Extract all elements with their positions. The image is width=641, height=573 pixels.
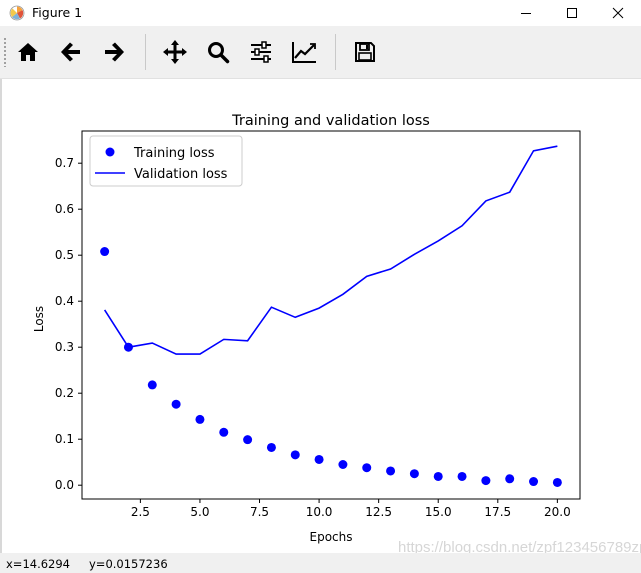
back-button[interactable] bbox=[55, 36, 87, 68]
minimize-button[interactable] bbox=[503, 0, 549, 26]
toolbar-separator bbox=[145, 34, 146, 70]
legend-label-validation: Validation loss bbox=[134, 167, 228, 182]
matplotlib-logo-icon bbox=[9, 5, 25, 21]
maximize-button[interactable] bbox=[549, 0, 595, 26]
training-loss-point bbox=[243, 435, 253, 445]
navigation-toolbar bbox=[0, 26, 641, 79]
minimize-icon bbox=[521, 13, 531, 14]
training-loss-point bbox=[409, 469, 419, 479]
maximize-icon bbox=[567, 8, 577, 18]
close-icon bbox=[612, 7, 624, 19]
y-tick-label: 0.4 bbox=[55, 294, 74, 308]
training-loss-point bbox=[314, 454, 324, 464]
canvas-edge bbox=[0, 79, 2, 553]
x-tick-label: 17.5 bbox=[484, 505, 511, 519]
legend-marker-training bbox=[105, 147, 115, 157]
zoom-icon bbox=[208, 42, 230, 64]
legend: Training loss Validation loss bbox=[89, 135, 243, 187]
title-bar: Figure 1 bbox=[0, 0, 641, 26]
x-tick-label: 7.5 bbox=[250, 505, 269, 519]
pan-icon bbox=[163, 40, 187, 64]
watermark-text: https://blog.csdn.net/zpf123456789zpf bbox=[398, 539, 641, 556]
x-axis-label: Epochs bbox=[310, 530, 353, 544]
y-tick-label: 0.6 bbox=[55, 202, 74, 216]
training-loss-point bbox=[457, 471, 467, 481]
y-tick-label: 0.7 bbox=[55, 156, 74, 170]
y-tick-label: 0.2 bbox=[55, 386, 74, 400]
configure-subplots-icon bbox=[251, 41, 271, 63]
x-tick-label: 2.5 bbox=[131, 505, 150, 519]
x-tick-label: 12.5 bbox=[365, 505, 392, 519]
plot-area bbox=[81, 130, 581, 500]
edit-axis-icon bbox=[292, 42, 316, 63]
training-loss-point bbox=[481, 476, 491, 486]
legend-label-training: Training loss bbox=[133, 146, 215, 161]
close-button[interactable] bbox=[595, 0, 641, 26]
y-axis-label: Loss bbox=[32, 306, 46, 332]
training-loss-point bbox=[505, 474, 515, 484]
zoom-button[interactable] bbox=[202, 36, 234, 68]
y-tick-label: 0.5 bbox=[55, 248, 74, 262]
toolbar-grip[interactable] bbox=[3, 37, 7, 67]
pan-button[interactable] bbox=[159, 36, 191, 68]
y-tick-label: 0.3 bbox=[55, 340, 74, 354]
training-loss-point bbox=[362, 463, 372, 473]
forward-arrow-icon bbox=[105, 42, 124, 62]
edit-axis-button[interactable] bbox=[288, 36, 320, 68]
save-icon bbox=[355, 42, 375, 62]
validation-loss-line bbox=[103, 145, 558, 355]
y-tick-label: 0.0 bbox=[55, 478, 74, 492]
training-loss-point bbox=[266, 442, 276, 452]
training-loss-point bbox=[219, 427, 229, 437]
figure-canvas[interactable]: 2.5 5.0 7.5 10.0 12.5 15.0 17.5 20.0 0.0 0.1 0.2 0.… bbox=[0, 79, 641, 553]
training-loss-point bbox=[529, 477, 539, 487]
training-loss-point bbox=[195, 414, 205, 424]
x-tick-label: 15.0 bbox=[425, 505, 452, 519]
y-tick-label: 0.1 bbox=[55, 432, 74, 446]
training-loss-point bbox=[433, 471, 443, 481]
x-tick-label: 10.0 bbox=[306, 505, 333, 519]
training-loss-point bbox=[338, 460, 348, 469]
back-arrow-icon bbox=[61, 42, 80, 62]
save-button[interactable] bbox=[349, 36, 381, 68]
x-tick-label: 20.0 bbox=[544, 505, 571, 519]
chart: 2.5 5.0 7.5 10.0 12.5 15.0 17.5 20.0 0.0 0.1 0.2 0.… bbox=[32, 113, 581, 544]
window-title: Figure 1 bbox=[32, 5, 83, 20]
y-coordinate-readout: y=0.0157236 bbox=[89, 557, 168, 571]
toolbar-separator bbox=[335, 34, 336, 70]
home-icon bbox=[18, 43, 38, 61]
chart-title: Training and validation loss bbox=[231, 113, 430, 129]
training-loss-point bbox=[290, 450, 300, 460]
configure-subplots-button[interactable] bbox=[245, 36, 277, 68]
x-tick-label: 5.0 bbox=[190, 505, 209, 519]
training-loss-point bbox=[171, 399, 181, 409]
training-loss-point bbox=[386, 466, 396, 476]
training-loss-point bbox=[147, 380, 157, 390]
forward-button[interactable] bbox=[98, 36, 130, 68]
legend-box bbox=[89, 135, 243, 187]
status-bar: x=14.6294 y=0.0157236 bbox=[0, 553, 641, 573]
x-coordinate-readout: x=14.6294 bbox=[6, 557, 70, 571]
training-loss-point bbox=[100, 247, 110, 257]
training-loss-point bbox=[552, 477, 562, 487]
home-button[interactable] bbox=[12, 36, 44, 68]
